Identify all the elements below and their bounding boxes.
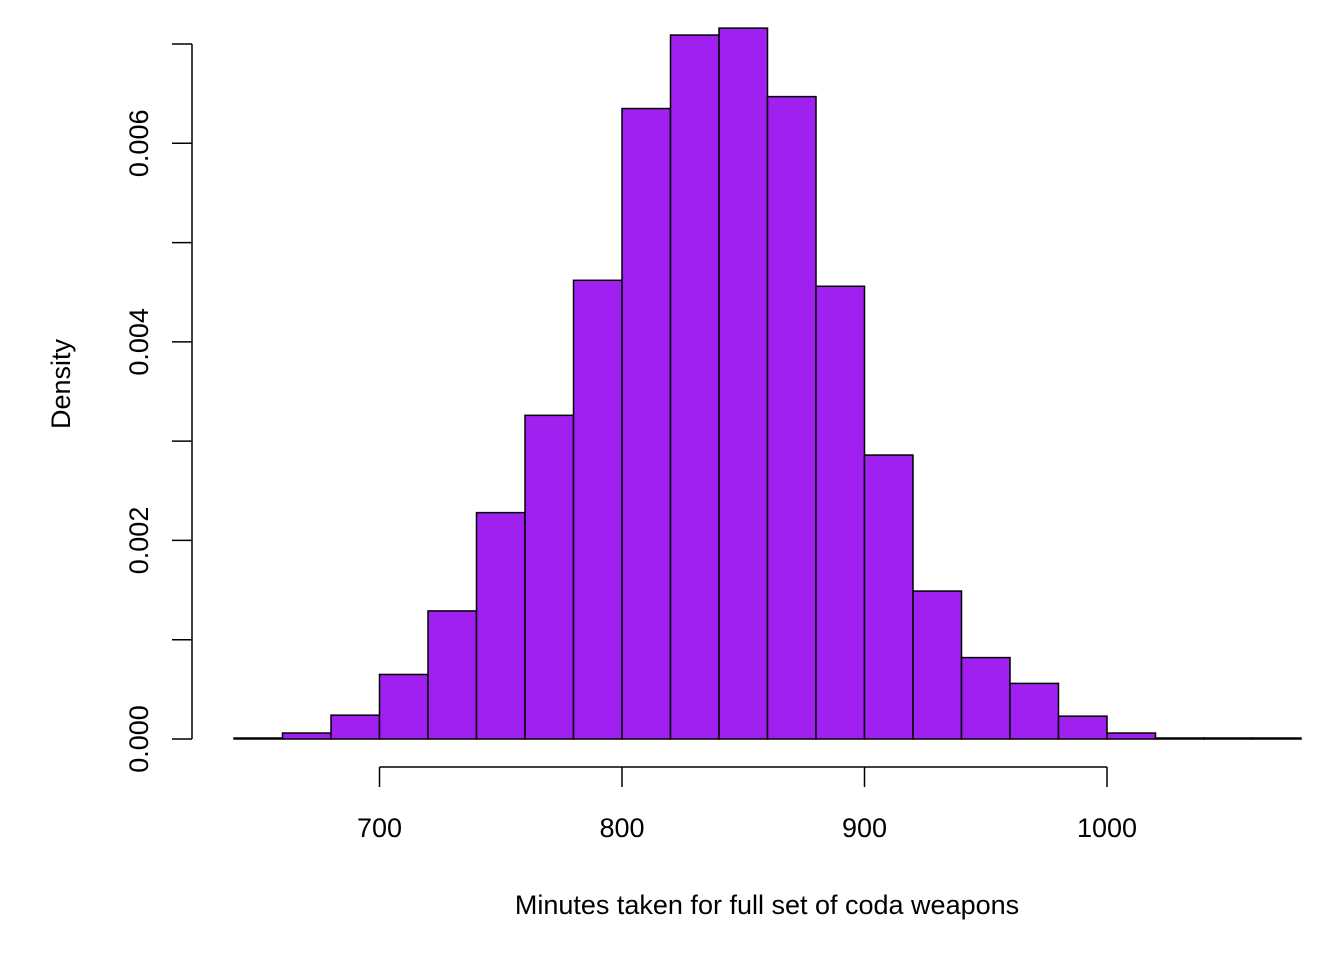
histogram-bar bbox=[912, 590, 963, 740]
x-axis-label: Minutes taken for full set of coda weapo… bbox=[515, 890, 1019, 920]
x-tick-label: 700 bbox=[357, 813, 402, 843]
histogram-bar bbox=[1203, 737, 1254, 740]
histogram-bar bbox=[863, 454, 914, 740]
histogram-bar bbox=[1251, 737, 1302, 740]
histogram-bar bbox=[378, 673, 429, 740]
histogram-bar bbox=[330, 714, 381, 740]
y-axis: 0.000 0.002 0.004 0.006 bbox=[124, 43, 193, 773]
histogram-bar bbox=[1009, 682, 1060, 740]
histogram-bar bbox=[524, 414, 575, 740]
y-tick-label: 0.006 bbox=[124, 109, 154, 177]
histogram-bar bbox=[1154, 737, 1205, 740]
x-tick-label: 800 bbox=[599, 813, 644, 843]
histogram-bar bbox=[815, 285, 866, 740]
histogram-bar bbox=[1106, 732, 1157, 740]
x-tick-label: 1000 bbox=[1077, 813, 1137, 843]
histogram-bar bbox=[718, 27, 769, 740]
histogram-bar bbox=[427, 610, 478, 740]
x-axis: 700 800 900 1000 bbox=[357, 766, 1137, 843]
histogram-bar bbox=[281, 732, 332, 740]
y-tick-label: 0.000 bbox=[124, 705, 154, 773]
histogram-bar bbox=[233, 737, 284, 740]
histogram-bars bbox=[233, 27, 1302, 740]
histogram-bar bbox=[669, 34, 720, 740]
histogram-bar bbox=[1057, 715, 1108, 740]
histogram-bar bbox=[960, 656, 1011, 740]
histogram-bar bbox=[572, 279, 623, 740]
y-tick-label: 0.002 bbox=[124, 507, 154, 575]
histogram-bar bbox=[766, 95, 817, 740]
y-axis-label: Density bbox=[46, 338, 76, 429]
x-tick-label: 900 bbox=[842, 813, 887, 843]
y-tick-label: 0.004 bbox=[124, 308, 154, 376]
histogram-bar bbox=[475, 511, 526, 740]
histogram-bar bbox=[621, 107, 672, 740]
